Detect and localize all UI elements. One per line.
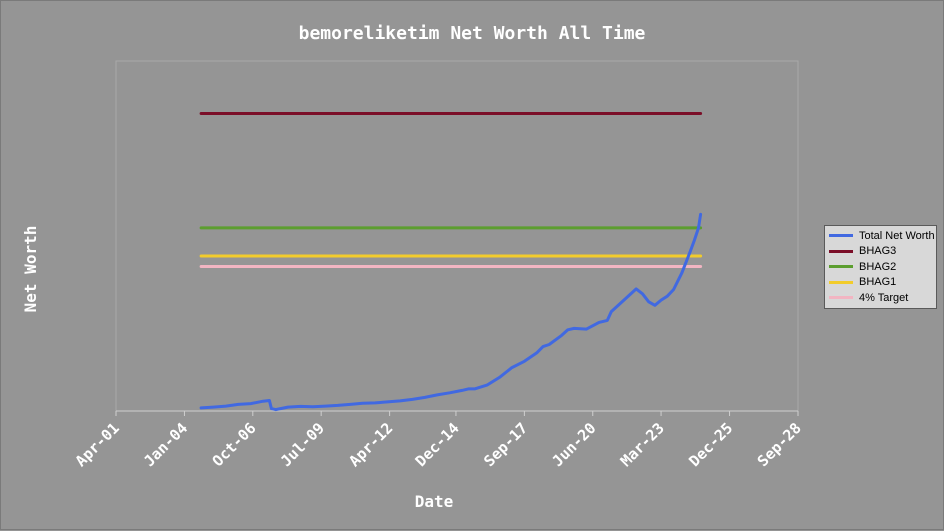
x-tick-label: Sep-28 bbox=[754, 419, 805, 470]
legend-item: 4% Target bbox=[829, 290, 932, 306]
x-tick-label: Apr-12 bbox=[345, 419, 396, 470]
x-tick-label: Apr-01 bbox=[72, 419, 123, 470]
legend-swatch bbox=[829, 280, 853, 284]
x-tick-label: Dec-25 bbox=[685, 419, 736, 470]
legend-swatch bbox=[829, 234, 853, 238]
y-axis-title: Net Worth bbox=[21, 226, 40, 313]
x-tick-label: Sep-17 bbox=[480, 419, 531, 470]
x-tick-label: Jun-20 bbox=[549, 419, 600, 470]
x-tick-label: Mar-23 bbox=[617, 419, 668, 470]
x-axis-title: Date bbox=[415, 492, 454, 511]
legend: Total Net Worth BHAG3 BHAG2 BHAG1 4% Target bbox=[824, 225, 937, 309]
legend-item: Total Net Worth bbox=[829, 228, 935, 244]
chart-title: bemoreliketim Net Worth All Time bbox=[299, 23, 646, 44]
legend-label: BHAG3 bbox=[859, 245, 897, 258]
x-tick-label: Dec-14 bbox=[412, 419, 463, 470]
x-tick-label: Jul-09 bbox=[277, 419, 328, 470]
series-line-total-net-worth bbox=[199, 212, 703, 412]
legend-item: BHAG2 bbox=[829, 259, 932, 275]
legend-swatch bbox=[829, 265, 853, 269]
x-tick-label: Oct-06 bbox=[209, 419, 260, 470]
x-tick-label: Jan-04 bbox=[140, 419, 191, 470]
x-ticks: Apr-01 Jan-04 Oct-06 Jul-09 Apr-12 Dec-14 Sep-… bbox=[72, 411, 805, 470]
legend-item: BHAG1 bbox=[829, 275, 932, 291]
legend-swatch bbox=[829, 249, 853, 253]
legend-label: BHAG1 bbox=[859, 276, 897, 289]
plot-area bbox=[115, 60, 799, 412]
legend-label: 4% Target bbox=[859, 291, 909, 304]
series-lines bbox=[199, 112, 703, 412]
legend-swatch bbox=[829, 296, 853, 300]
legend-label: BHAG2 bbox=[859, 260, 897, 273]
legend-label: Total Net Worth bbox=[859, 229, 935, 242]
legend-item: BHAG3 bbox=[829, 244, 932, 260]
